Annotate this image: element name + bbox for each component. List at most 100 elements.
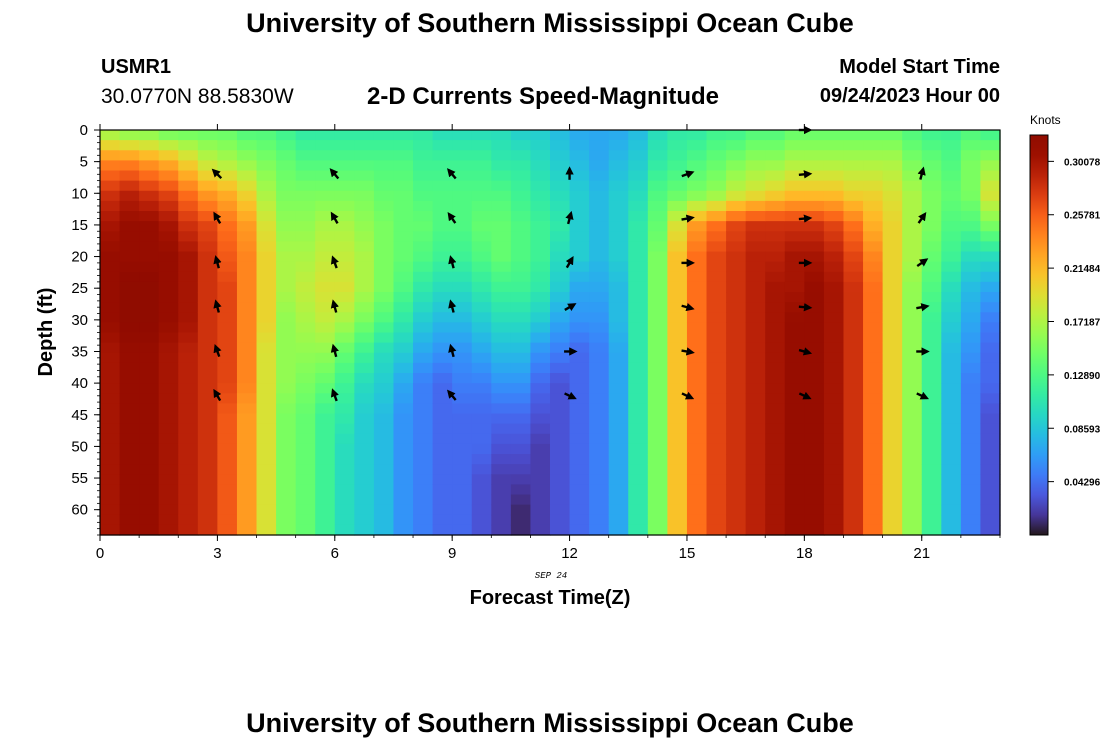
heatmap-cell bbox=[628, 514, 649, 526]
heatmap-cell bbox=[471, 150, 492, 161]
heatmap-cell bbox=[589, 393, 610, 404]
heatmap-cell bbox=[315, 302, 336, 313]
heatmap-cell bbox=[784, 484, 805, 496]
heatmap-cell bbox=[315, 292, 336, 303]
heatmap-cell bbox=[843, 231, 864, 242]
heatmap-cell bbox=[510, 342, 532, 354]
heatmap-cell bbox=[667, 271, 688, 283]
heatmap-cell bbox=[197, 484, 218, 496]
colorbar-tick-label: 0.04296 bbox=[1064, 478, 1100, 489]
heatmap-cell bbox=[686, 312, 708, 323]
heatmap-cell bbox=[432, 241, 453, 253]
heatmap-cell bbox=[706, 332, 727, 344]
heatmap-cell bbox=[902, 140, 923, 151]
heatmap-cell bbox=[452, 524, 473, 536]
heatmap-cell bbox=[510, 251, 532, 263]
heatmap-cell bbox=[530, 261, 551, 273]
heatmap-cell bbox=[608, 241, 629, 253]
y-tick-label: 5 bbox=[80, 154, 88, 171]
heatmap-cell bbox=[902, 180, 923, 192]
heatmap-cell bbox=[256, 474, 277, 485]
heatmap-cell bbox=[158, 292, 179, 303]
heatmap-cell bbox=[139, 271, 160, 283]
heatmap-cell bbox=[354, 474, 375, 485]
heatmap-cell bbox=[236, 241, 258, 253]
heatmap-cell bbox=[354, 352, 375, 364]
heatmap-cell bbox=[139, 352, 160, 364]
heatmap-cell bbox=[139, 322, 160, 334]
heatmap-cell bbox=[139, 342, 160, 354]
heatmap-cell bbox=[276, 160, 297, 172]
heatmap-cell bbox=[276, 514, 297, 526]
heatmap-cell bbox=[804, 474, 825, 485]
heatmap-cell bbox=[960, 342, 982, 354]
heatmap-cell bbox=[921, 464, 942, 475]
heatmap-cell bbox=[491, 403, 512, 415]
heatmap-cell bbox=[882, 484, 903, 496]
heatmap-cell bbox=[882, 362, 903, 374]
heatmap-cell bbox=[236, 514, 258, 526]
heatmap-cell bbox=[745, 312, 766, 323]
heatmap-cell bbox=[256, 524, 277, 536]
heatmap-cell bbox=[706, 393, 727, 404]
heatmap-cell bbox=[628, 150, 649, 161]
heatmap-cell bbox=[276, 383, 297, 394]
heatmap-cell bbox=[608, 221, 629, 232]
heatmap-cell bbox=[119, 281, 140, 293]
heatmap-cell bbox=[823, 180, 845, 192]
heatmap-cell bbox=[491, 464, 512, 475]
heatmap-cell bbox=[276, 322, 297, 334]
heatmap-cell bbox=[354, 383, 375, 394]
heatmap-cell bbox=[589, 352, 610, 364]
heatmap-cell bbox=[765, 362, 786, 374]
heatmap-cell bbox=[706, 170, 727, 182]
heatmap-cell bbox=[784, 403, 805, 415]
heatmap-cell bbox=[119, 342, 140, 354]
current-vector-arrow bbox=[213, 343, 222, 358]
heatmap-cell bbox=[745, 464, 766, 475]
heatmap-cell bbox=[726, 352, 747, 364]
heatmap-cell bbox=[315, 200, 336, 212]
heatmap-cell bbox=[589, 130, 610, 141]
heatmap-cell bbox=[550, 514, 571, 526]
heatmap-cell bbox=[491, 474, 512, 485]
heatmap-cell bbox=[550, 474, 571, 485]
heatmap-cell bbox=[354, 413, 375, 425]
heatmap-cell bbox=[100, 413, 121, 425]
heatmap-cell bbox=[863, 514, 884, 526]
heatmap-cell bbox=[686, 170, 708, 182]
heatmap-cell bbox=[471, 251, 492, 263]
heatmap-cell bbox=[804, 302, 825, 313]
heatmap-cell bbox=[256, 170, 277, 182]
heatmap-cell bbox=[765, 221, 786, 232]
heatmap-cell bbox=[295, 433, 316, 445]
heatmap-cell bbox=[960, 413, 982, 425]
heatmap-cell bbox=[217, 413, 238, 425]
heatmap-cell bbox=[315, 514, 336, 526]
heatmap-cell bbox=[843, 474, 864, 485]
heatmap-cell bbox=[882, 251, 903, 263]
heatmap-cell bbox=[589, 251, 610, 263]
heatmap-cell bbox=[491, 504, 512, 516]
heatmap-cell bbox=[706, 484, 727, 496]
heatmap-cell bbox=[863, 494, 884, 506]
heatmap-cell bbox=[373, 312, 395, 323]
heatmap-cell bbox=[863, 312, 884, 323]
heatmap-cell bbox=[276, 454, 297, 465]
heatmap-cell bbox=[393, 261, 414, 273]
heatmap-cell bbox=[941, 211, 962, 222]
heatmap-cell bbox=[100, 484, 121, 496]
heatmap-cell bbox=[471, 160, 492, 172]
heatmap-cell bbox=[276, 281, 297, 293]
heatmap-cell bbox=[550, 292, 571, 303]
heatmap-cell bbox=[863, 130, 884, 141]
heatmap-cell bbox=[373, 454, 395, 465]
heatmap-cell bbox=[197, 433, 218, 445]
heatmap-cell bbox=[393, 484, 414, 496]
heatmap-cell bbox=[765, 160, 786, 172]
heatmap-cell bbox=[667, 302, 688, 313]
heatmap-cell bbox=[491, 170, 512, 182]
heatmap-cell bbox=[393, 251, 414, 263]
heatmap-cell bbox=[765, 494, 786, 506]
